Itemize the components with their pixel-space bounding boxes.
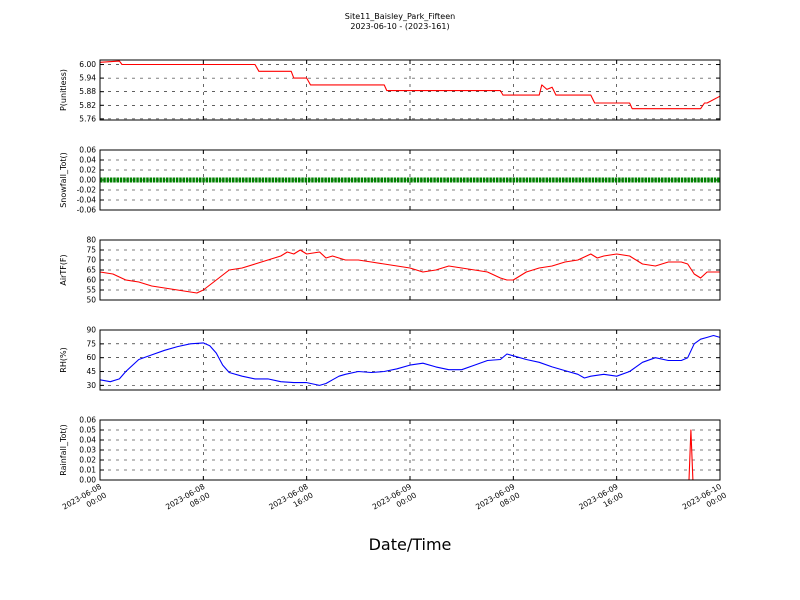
y-tick-label: 0.06 (79, 146, 96, 155)
x-tick-label: 2023-06-0908:00 (474, 482, 521, 520)
y-axis-label: P(unitless) (59, 69, 68, 111)
y-tick-label: 75 (86, 246, 96, 255)
y-tick-label: 80 (86, 236, 96, 245)
panel-frame (99, 239, 721, 301)
y-tick-label: 60 (86, 276, 96, 285)
y-tick-label: 6.00 (79, 60, 96, 69)
y-tick-label: 55 (86, 286, 96, 295)
y-tick-label: 0.02 (79, 456, 96, 465)
y-tick-label: 75 (86, 339, 96, 348)
y-axis-label: Rainfall_Tot() (59, 424, 68, 476)
panel-5: 0.060.050.040.030.020.010.00 Rainfall_Tot… (59, 416, 721, 485)
y-tick-label: 0.00 (79, 476, 96, 485)
y-tick-label: 45 (86, 367, 96, 376)
x-tick-label: 2023-06-0816:00 (267, 482, 314, 520)
panel-frame (99, 149, 721, 211)
x-tick-label: 2023-06-1000:00 (681, 482, 728, 520)
y-tick-label: 50 (86, 296, 96, 305)
x-tick-labels: 2023-06-0800:00 2023-06-0808:00 2023-06-08… (61, 482, 728, 520)
panel-4: 90 75 60 45 30 RH(%) (59, 326, 721, 391)
y-tick-label: 5.88 (79, 87, 96, 96)
series-line (99, 249, 720, 294)
series-line (99, 334, 721, 386)
y-tick-label: 0.01 (79, 466, 96, 475)
x-tick-label: 2023-06-0900:00 (371, 482, 418, 520)
y-tick-label: 60 (86, 353, 96, 362)
y-tick-label: 5.94 (79, 74, 96, 83)
y-tick-label: 65 (86, 266, 96, 275)
panel-1: 6.00 5.94 5.88 5.82 5.76 P(unitless) (59, 59, 721, 123)
y-tick-label: -0.04 (77, 196, 97, 205)
y-tick-label: 0.04 (79, 436, 96, 445)
x-tick-label: 2023-06-0800:00 (61, 482, 108, 520)
y-tick-label: -0.02 (77, 186, 97, 195)
y-axis-label: RH(%) (59, 347, 68, 372)
y-tick-label: 0.02 (79, 166, 96, 175)
y-tick-label: 70 (86, 256, 96, 265)
y-tick-label: 5.76 (79, 114, 96, 123)
panel-frame (99, 59, 721, 121)
y-tick-label: 0.04 (79, 156, 96, 165)
panel-2: 0.060.040.020.00-0.02-0.04-0.06 Snowfall_… (59, 146, 721, 215)
y-tick-label: 30 (86, 381, 96, 390)
y-tick-label: 0.05 (79, 426, 96, 435)
y-tick-label: -0.06 (77, 206, 97, 215)
chart-title: Site11_Baisley_Park_Fifteen (345, 12, 455, 21)
y-axis-label: AirTF(F) (59, 254, 68, 285)
x-tick-label: 2023-06-0916:00 (577, 482, 624, 520)
x-tick-label: 2023-06-0808:00 (164, 482, 211, 520)
y-tick-label: 0.06 (79, 416, 96, 425)
chart-subtitle: 2023-06-10 - (2023-161) (350, 22, 449, 31)
series-line (99, 60, 721, 110)
x-axis-label: Date/Time (369, 535, 452, 554)
y-tick-label: 5.82 (79, 101, 96, 110)
y-tick-label: 0.03 (79, 446, 96, 455)
panel-frame (99, 419, 721, 481)
y-tick-label: 0.00 (79, 176, 96, 185)
y-tick-label: 90 (86, 326, 96, 335)
panels: 6.005.945.885.825.76P(unitless)0.060.040… (59, 59, 721, 485)
panel-frame (99, 329, 721, 391)
y-axis-label: Snowfall_Tot() (59, 152, 68, 208)
